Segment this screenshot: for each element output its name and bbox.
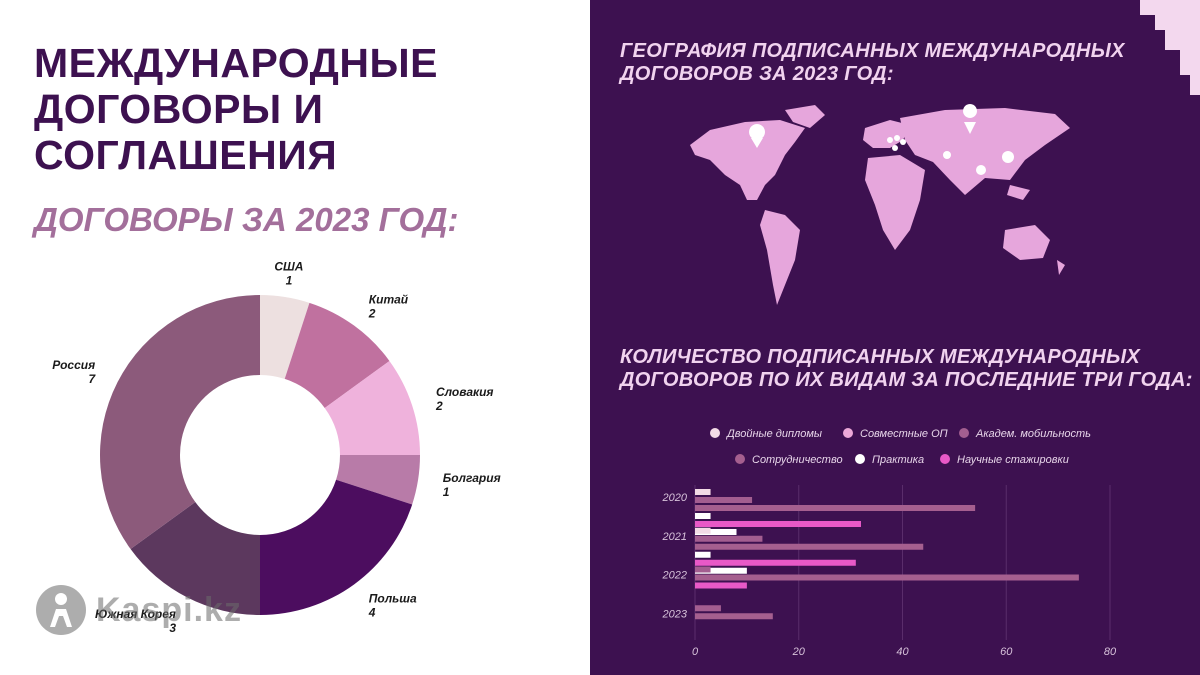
legend-swatch	[940, 454, 950, 464]
bar	[695, 505, 976, 511]
bar	[695, 559, 856, 566]
bar	[695, 489, 711, 495]
y-tick-label: 2023	[662, 608, 688, 620]
bar	[695, 513, 711, 519]
corner-decoration	[1140, 0, 1200, 95]
bar	[695, 574, 1079, 581]
x-tick-label: 20	[792, 646, 806, 658]
watermark-logo-icon	[36, 585, 86, 635]
donut-slice-3	[336, 455, 420, 505]
donut-chart: США 1 Китай 2 Словакия 2 Болгария 1 Польша 4 Южная…	[52, 259, 501, 635]
world-map	[690, 104, 1070, 305]
donut-slice-label: Польша 4	[368, 592, 417, 620]
y-tick-label: 2020	[662, 492, 688, 504]
legend-label: Практика	[872, 454, 924, 466]
map-pins	[749, 104, 1014, 175]
bar	[695, 529, 737, 535]
bar	[695, 605, 721, 612]
watermark: Kaspi.kz	[36, 585, 242, 635]
legend-label: Двойные дипломы	[725, 428, 822, 440]
y-tick-label: 2021	[662, 531, 687, 543]
legend-label: Сотрудничество	[752, 454, 843, 466]
donut-slice-0	[260, 295, 310, 379]
bar-chart-title: КОЛИЧЕСТВО ПОДПИСАННЫХ МЕЖДУНАРОДНЫХ ДОГ…	[620, 346, 1193, 391]
bar	[695, 566, 711, 573]
legend-label: Академ. мобильность	[975, 428, 1091, 440]
x-tick-label: 0	[692, 646, 699, 658]
bar	[695, 567, 747, 574]
bar	[695, 535, 763, 542]
bar	[695, 543, 924, 550]
bar	[695, 613, 773, 620]
x-tick-label: 40	[896, 646, 909, 658]
legend-swatch	[843, 428, 853, 438]
donut-slice-2	[324, 360, 420, 455]
donut-slice-1	[284, 302, 390, 408]
bar	[695, 582, 747, 589]
donut-slice-6	[100, 295, 261, 550]
bar	[695, 497, 753, 503]
legend-swatch	[735, 454, 745, 464]
x-tick-label: 80	[1104, 646, 1117, 658]
donut-slice-label: Южная Корея 3	[95, 607, 176, 635]
bar-chart: Двойные дипломы Совместные ОП Академ. моби…	[662, 428, 1117, 658]
donut-slice-5	[130, 502, 260, 615]
legend-swatch	[855, 454, 865, 464]
donut-slice-label: Словакия 2	[435, 385, 494, 413]
bar	[695, 521, 861, 527]
page-title: МЕЖДУНАРОДНЫЕ ДОГОВОРЫ И СОГЛАШЕНИЯ	[34, 40, 438, 178]
bar	[695, 551, 711, 558]
donut-slice-label: Россия 7	[52, 358, 96, 386]
donut-slice-label: США 1	[274, 259, 303, 287]
x-tick-label: 60	[1000, 646, 1013, 658]
legend-swatch	[710, 428, 720, 438]
map-title: ГЕОГРАФИЯ ПОДПИСАННЫХ МЕЖДУНАРОДНЫХ ДОГО…	[620, 40, 1125, 85]
legend-swatch	[959, 428, 969, 438]
y-tick-label: 2022	[662, 570, 687, 582]
donut-slice-label: Болгария 1	[443, 471, 501, 499]
right-panel: ГЕОГРАФИЯ ПОДПИСАННЫХ МЕЖДУНАРОДНЫХ ДОГО…	[590, 0, 1200, 675]
bar-chart-legend: Двойные дипломы Совместные ОП Академ. моби…	[710, 428, 1091, 466]
donut-chart-title: ДОГОВОРЫ ЗА 2023 ГОД:	[34, 201, 459, 238]
left-panel: МЕЖДУНАРОДНЫЕ ДОГОВОРЫ И СОГЛАШЕНИЯ ДОГО…	[0, 0, 590, 675]
legend-label: Научные стажировки	[957, 454, 1069, 466]
bar	[695, 527, 711, 534]
donut-slice-label: Китай 2	[368, 292, 409, 320]
legend-label: Совместные ОП	[860, 428, 948, 440]
donut-slice-4	[260, 479, 413, 615]
watermark-text: Kaspi.kz	[96, 590, 242, 629]
